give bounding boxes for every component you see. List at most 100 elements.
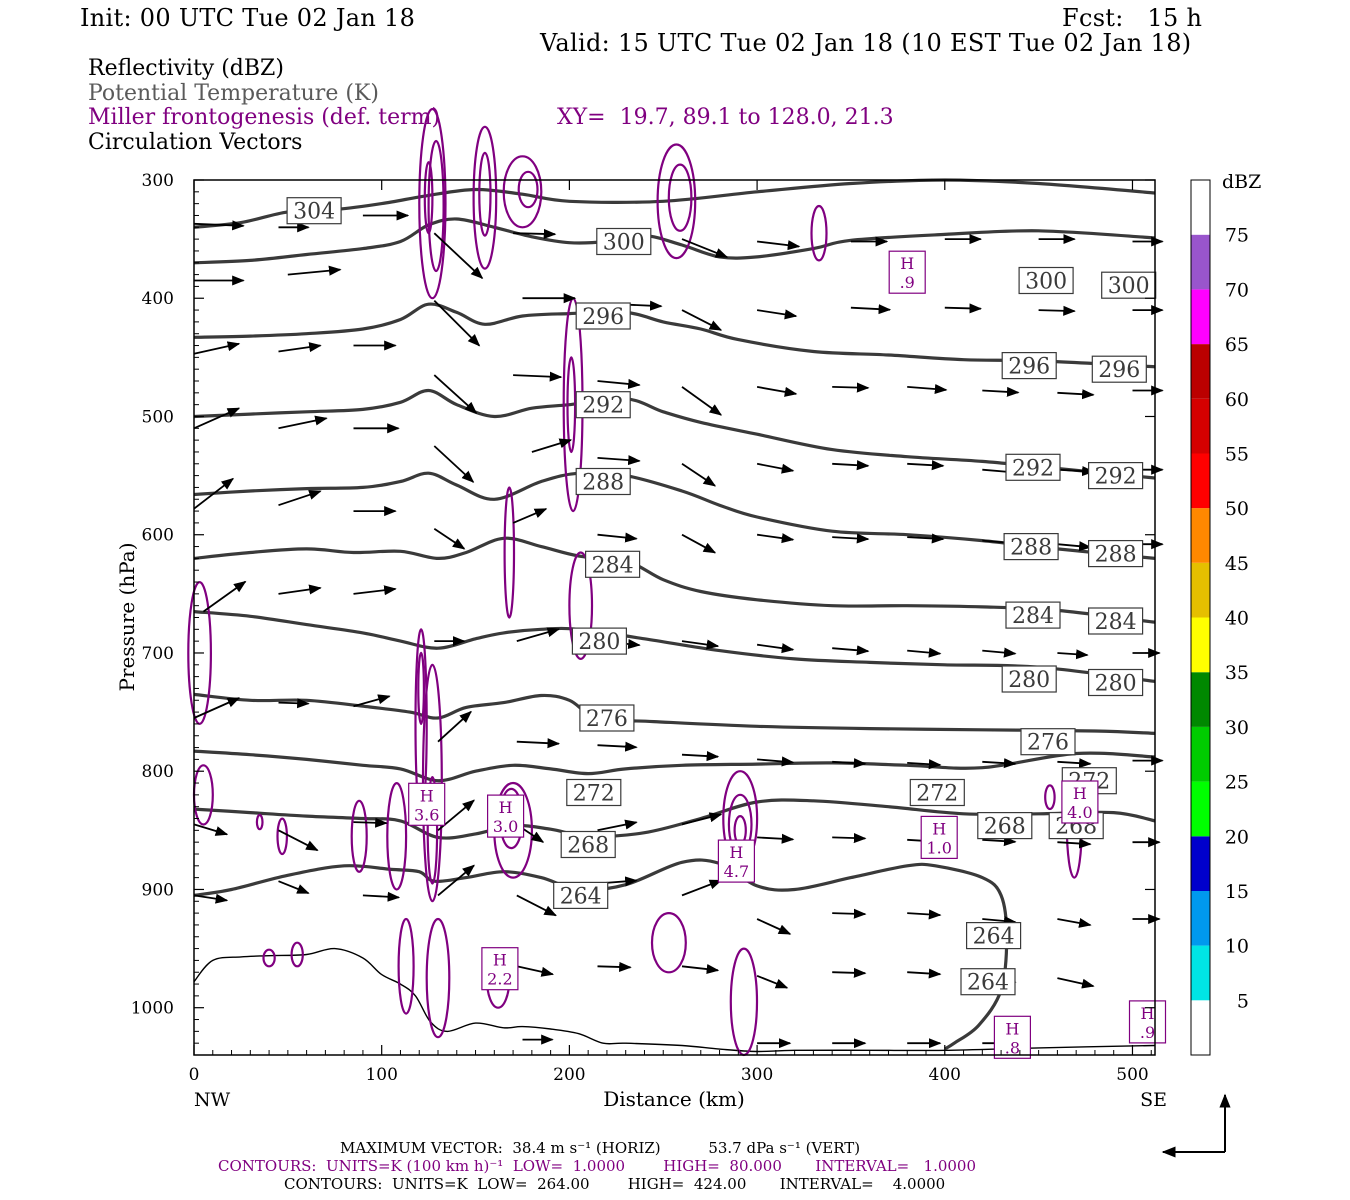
max-value-text: 1.0 <box>926 838 951 857</box>
colorbar-swatch <box>1191 453 1210 509</box>
theta-label: 276 <box>1020 728 1076 756</box>
circulation-vector <box>437 864 475 897</box>
frontogenesis-contour <box>427 139 445 273</box>
circulation-vector <box>433 232 484 280</box>
frontogenesis-contour <box>472 125 498 270</box>
theta-label: 268 <box>560 830 616 859</box>
colorbar-swatch <box>1191 1000 1210 1055</box>
max-value-text: 2.2 <box>487 970 512 989</box>
circulation-vector <box>756 309 798 320</box>
circulation-vector <box>362 891 401 902</box>
y-tick-label: 600 <box>142 526 174 546</box>
circulation-vector <box>597 961 632 972</box>
colorbar-tick-label: 75 <box>1225 225 1249 247</box>
max-marker-text: H <box>493 951 507 970</box>
circulation-vector <box>1057 466 1095 477</box>
colorbar-swatch <box>1191 836 1210 891</box>
max-value-text: 4.0 <box>1067 803 1092 822</box>
circulation-vector <box>756 533 795 544</box>
max-value-text: 4.7 <box>724 862 749 881</box>
terrain-line <box>193 947 1156 1053</box>
circulation-vector <box>756 974 789 989</box>
circulation-vector <box>982 758 1017 769</box>
max-marker-text: H <box>932 819 946 838</box>
circulation-vector <box>278 698 310 709</box>
theta-label-text: 272 <box>916 782 958 807</box>
legend-potential-temperature: Potential Temperature (K) <box>88 81 379 106</box>
frontogenesis-contour <box>729 947 759 1057</box>
theta-label: 300 <box>596 227 652 256</box>
circulation-vector <box>1057 977 1095 989</box>
colorbar-tick-label: 60 <box>1225 389 1249 411</box>
frontogenesis-contour <box>667 163 693 232</box>
frontogenesis-contour <box>290 941 304 968</box>
circulation-vector <box>193 823 229 836</box>
frontogenesis-max-label: H4.7 <box>717 839 756 883</box>
circulation-vector <box>982 647 1017 658</box>
colorbar-tick-label: 50 <box>1225 498 1249 520</box>
frontogenesis-contour <box>418 107 447 300</box>
colorbar-swatch <box>1191 562 1210 618</box>
circulation-vector <box>278 490 322 507</box>
colorbar-swatch <box>1191 344 1210 399</box>
theta-label-text: 288 <box>1095 543 1137 568</box>
theta-label-text: 292 <box>1095 465 1137 490</box>
theta-label: 288 <box>1087 539 1144 568</box>
theta-contour-276 <box>193 692 1156 735</box>
theta-label: 276 <box>579 704 635 732</box>
circulation-vector <box>278 415 328 430</box>
circulation-vector <box>850 304 892 315</box>
circulation-vector <box>531 438 573 453</box>
theta-label-text: 296 <box>582 305 624 330</box>
x-endpoint-left: NW <box>194 1089 231 1111</box>
theta-label: 280 <box>571 627 628 655</box>
circulation-vector <box>756 643 795 654</box>
frontogenesis-max-label: H.8 <box>993 1015 1032 1059</box>
circulation-vector <box>353 817 388 828</box>
footer-fronto-contours: CONTOURS: UNITS=K (100 km h)⁻¹ LOW= 1.00… <box>218 1157 977 1175</box>
frontogenesis-contour <box>425 917 451 1039</box>
circulation-vector <box>1057 758 1092 769</box>
circulation-vector <box>681 238 729 258</box>
circulation-vector <box>1057 389 1095 400</box>
circulation-vector <box>907 759 942 770</box>
frontogenesis-contour <box>568 551 594 661</box>
max-value-text: .9 <box>1140 1023 1155 1042</box>
circulation-vector <box>433 445 475 483</box>
theta-label-text: 264 <box>967 971 1009 996</box>
contour-label-layer: 304 300 300 300 296 296 296 292 292 292 288 288 288 2… <box>286 197 1167 1059</box>
colorbar-tick-label: 35 <box>1225 662 1249 684</box>
circulation-vector <box>756 240 801 251</box>
circulation-vector <box>193 341 241 355</box>
theta-label: 288 <box>575 467 631 496</box>
theta-label-text: 296 <box>1008 355 1050 380</box>
circulation-vector <box>944 303 983 314</box>
frontogenesis-contour <box>386 781 408 891</box>
legend-xy-endpoints: XY= 19.7, 89.1 to 128.0, 21.3 <box>557 105 894 130</box>
y-tick-label: 1000 <box>131 999 174 1019</box>
circulation-vector <box>433 528 466 550</box>
circulation-vector <box>278 342 322 353</box>
circulation-vector <box>287 265 342 276</box>
theta-label-text: 300 <box>603 231 645 256</box>
circulation-vector <box>756 386 798 397</box>
frontogenesis-contour <box>517 170 539 209</box>
circulation-vector <box>757 756 795 767</box>
colorbar-swatch <box>1191 617 1210 673</box>
circulation-vector <box>433 374 478 414</box>
circulation-vector <box>832 833 867 844</box>
circulation-vector <box>681 812 723 826</box>
colorbar-tick-label: 30 <box>1225 717 1249 739</box>
frontogenesis-contour <box>650 912 687 974</box>
circulation-vector <box>832 460 870 471</box>
theta-label: 304 <box>286 197 342 225</box>
circulation-vector <box>278 584 322 595</box>
frontogenesis-contour <box>478 151 492 237</box>
axes-layer: 0 100 200 300 400 500 300 400 500 600 700 800 900 100… <box>131 171 1155 1085</box>
circulation-vector <box>757 833 795 844</box>
frontogenesis-contour <box>423 161 434 235</box>
circulation-vector <box>681 964 720 975</box>
theta-label-text: 268 <box>984 815 1026 840</box>
circulation-vector <box>516 738 561 749</box>
theta-label-text: 284 <box>1095 610 1137 635</box>
